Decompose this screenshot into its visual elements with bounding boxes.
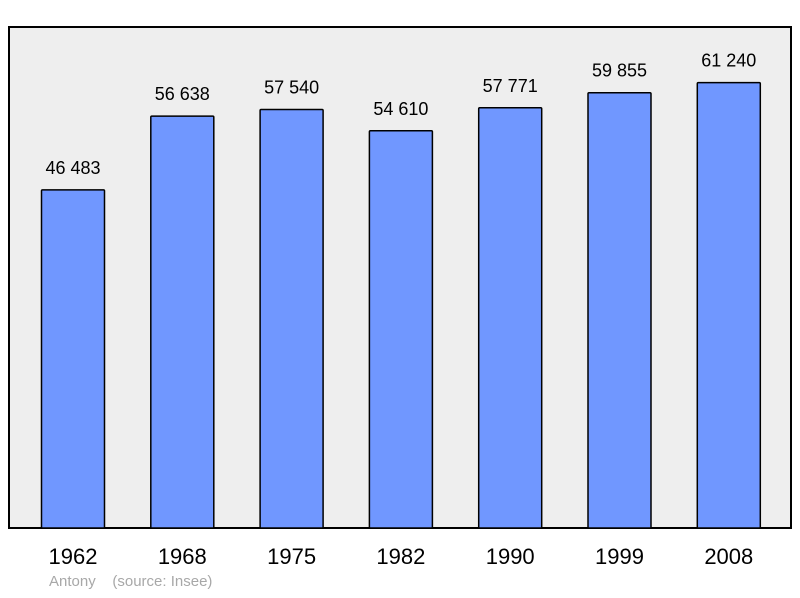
- value-labels-group: 46 483 56 638 57 540 54 610 57 771 59 855 61 2…: [45, 51, 756, 178]
- caption-source: (source: Insee): [112, 573, 213, 590]
- x-tick-labels-group: 1962 1968 1975 1982 1990 1999 2008: [49, 544, 754, 569]
- x-tick-label-2008: 2008: [704, 544, 753, 569]
- bar-1975: [259, 108, 324, 529]
- bar-1982: [368, 130, 434, 529]
- x-tick-label-1982: 1982: [376, 544, 425, 569]
- bar-1990: [477, 107, 543, 529]
- bar-1968: [150, 115, 215, 529]
- value-label-2008: 61 240: [701, 51, 756, 71]
- x-tick-label-1975: 1975: [267, 544, 316, 569]
- bar-2008: [696, 81, 762, 529]
- x-tick-label-1999: 1999: [595, 544, 644, 569]
- x-tick-label-1968: 1968: [158, 544, 207, 569]
- value-label-1999: 59 855: [592, 61, 647, 81]
- value-label-1982: 54 610: [373, 99, 428, 119]
- bar-1999: [587, 91, 652, 529]
- bars-group: [40, 81, 762, 529]
- caption-place: Antony: [49, 573, 96, 590]
- bar-1962: [40, 189, 106, 529]
- value-label-1975: 57 540: [264, 78, 319, 98]
- chart-caption: Antony (source: Insee): [49, 573, 212, 590]
- value-label-1962: 46 483: [45, 158, 100, 178]
- value-label-1990: 57 771: [483, 76, 538, 96]
- value-label-1968: 56 638: [155, 84, 210, 104]
- x-tick-label-1990: 1990: [486, 544, 535, 569]
- x-tick-label-1962: 1962: [49, 544, 98, 569]
